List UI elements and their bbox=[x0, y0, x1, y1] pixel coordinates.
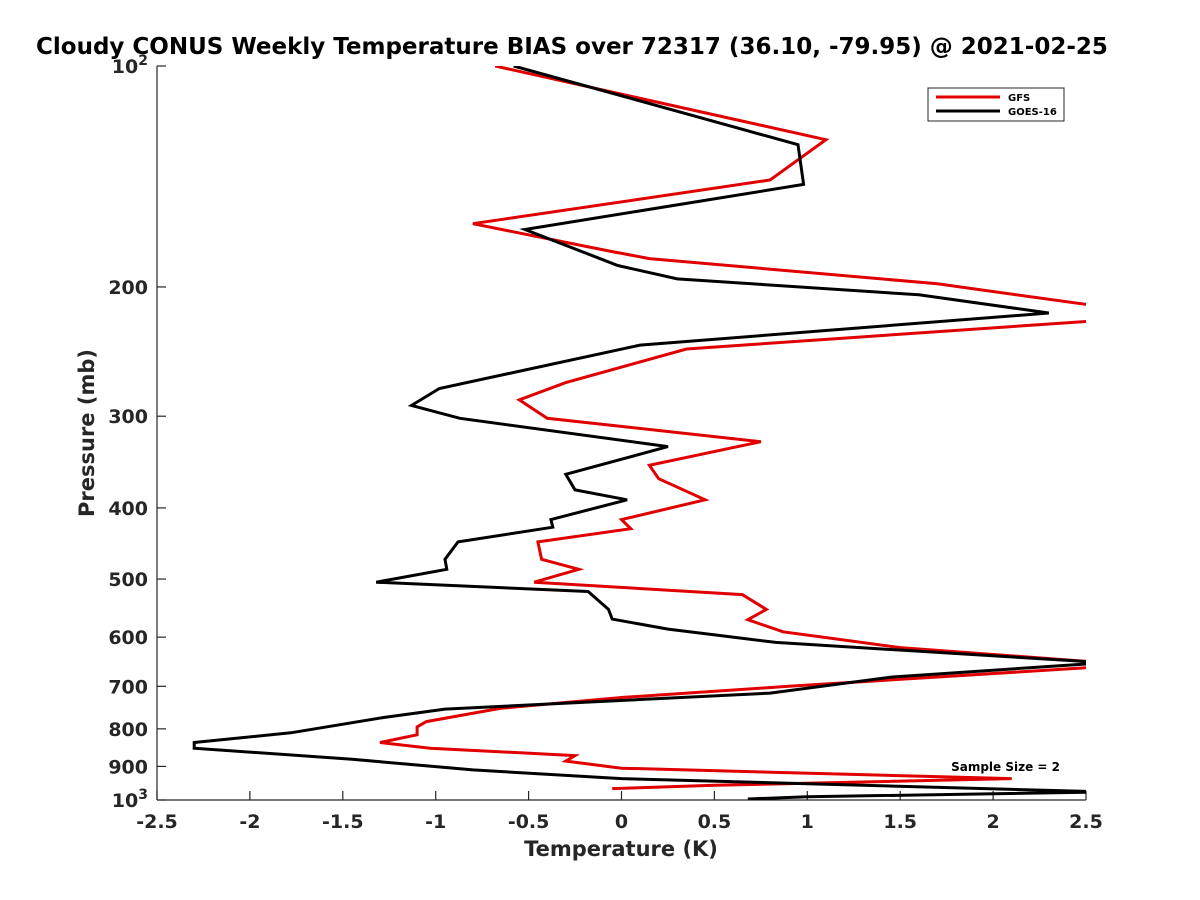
x-tick-label: -0.5 bbox=[508, 811, 550, 833]
legend-label: GFS bbox=[1008, 93, 1030, 104]
series-line-gfs bbox=[379, 66, 1086, 791]
x-axis: -2.5 -2 -1.5 -1 -0.5 0 0.5 1 1.5 2 2.5 bbox=[136, 791, 1103, 833]
y-tick-label: 800 bbox=[108, 719, 148, 741]
y-tick-label: 500 bbox=[108, 569, 148, 591]
x-tick-label: 2 bbox=[986, 811, 999, 833]
y-tick-label: 200 bbox=[108, 277, 148, 299]
y-tick-label: 102 bbox=[112, 53, 148, 78]
x-tick-label: -1.5 bbox=[322, 811, 364, 833]
x-tick-label: -1 bbox=[425, 811, 446, 833]
x-tick-label: 0.5 bbox=[698, 811, 732, 833]
x-tick-label: -2.5 bbox=[136, 811, 178, 833]
chart-title: Cloudy CONUS Weekly Temperature BIAS ove… bbox=[36, 34, 1108, 60]
x-tick-label: -2 bbox=[239, 811, 260, 833]
y-tick-label: 400 bbox=[108, 498, 148, 520]
y-tick-label: 103 bbox=[112, 787, 148, 812]
y-tick-label: 700 bbox=[108, 676, 148, 698]
x-axis-label: Temperature (K) bbox=[524, 837, 718, 861]
y-tick-label: 600 bbox=[108, 627, 148, 649]
plot-lines bbox=[192, 66, 1086, 800]
legend-box bbox=[927, 87, 1065, 122]
x-tick-label: 1.5 bbox=[883, 811, 917, 833]
legend: GFS GOES-16 bbox=[927, 87, 1065, 122]
y-tick-label: 300 bbox=[108, 406, 148, 428]
y-tick-label: 900 bbox=[108, 756, 148, 778]
x-tick-label: 0 bbox=[615, 811, 628, 833]
x-tick-label: 1 bbox=[801, 811, 814, 833]
sample-size-annotation: Sample Size = 2 bbox=[951, 760, 1060, 774]
x-tick-label: 2.5 bbox=[1069, 811, 1103, 833]
y-axis: 102 200 300 400 500 600 700 800 900 103 bbox=[108, 53, 166, 812]
legend-label: GOES-16 bbox=[1008, 107, 1057, 118]
series-line-goes-16 bbox=[192, 66, 1086, 800]
y-axis-label: Pressure (mb) bbox=[75, 349, 99, 517]
